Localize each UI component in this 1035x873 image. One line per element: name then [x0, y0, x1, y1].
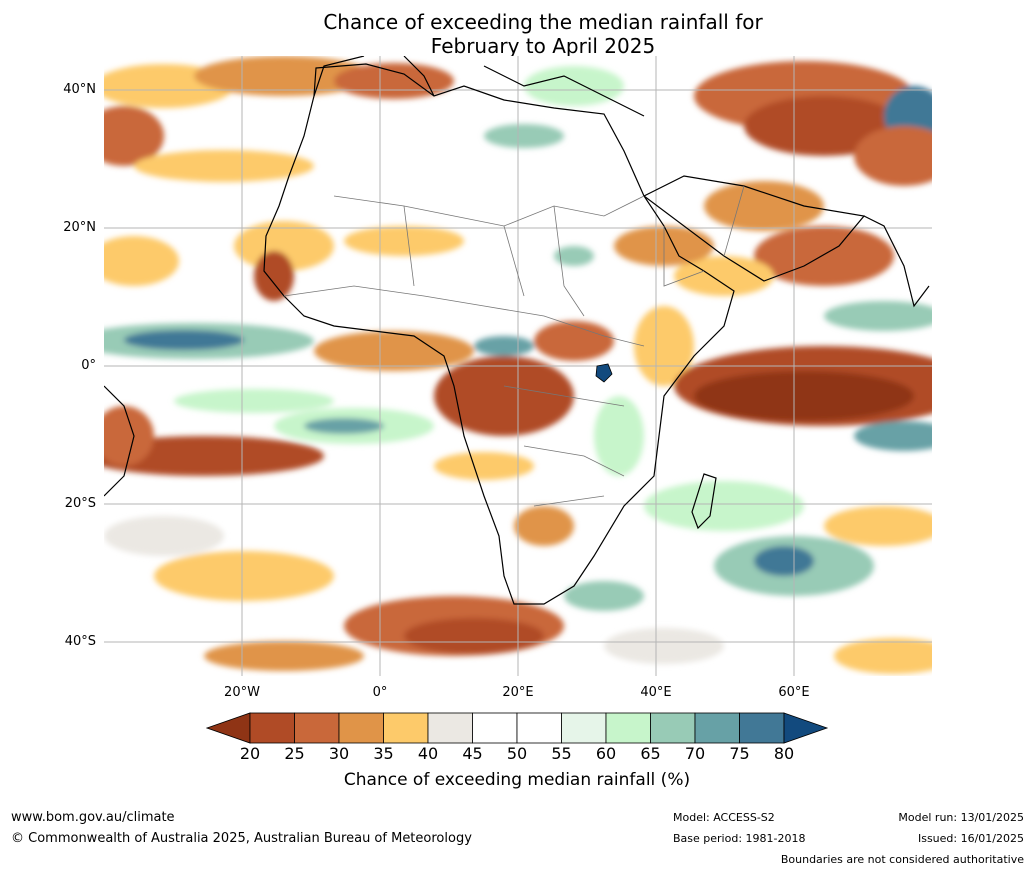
colorbar-cell: [427, 712, 473, 744]
colorbar-cell: [694, 712, 740, 744]
footer-model-run: Model run: 13/01/2025: [898, 811, 1024, 824]
colorbar-cell: [472, 712, 518, 744]
rainfall-map: [104, 56, 932, 676]
colorbar-tick-label: 25: [284, 744, 305, 763]
lon-label-40e: 40°E: [640, 685, 672, 700]
map-canvas: [104, 56, 932, 676]
lat-label-40n: 40°N: [63, 82, 96, 97]
colorbar-tick-label: 45: [462, 744, 483, 763]
colorbar-tick-label: 60: [595, 744, 617, 763]
footer-copyright: © Commonwealth of Australia 2025, Austra…: [11, 831, 472, 846]
lat-label-40s: 40°S: [64, 634, 96, 649]
footer-base-period: Base period: 1981-2018: [673, 832, 806, 845]
colorbar-cell: [383, 712, 429, 744]
lat-label-0: 0°: [81, 358, 96, 373]
title-line-2: February to April 2025: [430, 34, 656, 58]
colorbar-cell: [338, 712, 384, 744]
colorbar-tick-label: 35: [373, 744, 394, 763]
footer-issued: Issued: 16/01/2025: [917, 832, 1024, 845]
colorbar-tick-label: 65: [640, 744, 661, 763]
colorbar-tick-label: 75: [729, 744, 750, 763]
lat-label-20n: 20°N: [63, 220, 96, 235]
colorbar-tick-label: 20: [239, 744, 261, 763]
lon-label-60e: 60°E: [778, 685, 810, 700]
lat-label-20s: 20°S: [64, 496, 96, 511]
colorbar-tick-label: 55: [551, 744, 572, 763]
graticule: [104, 56, 932, 676]
coastlines: [104, 56, 930, 605]
lake-victoria: [595, 363, 613, 383]
lon-label-0: 0°: [372, 685, 388, 700]
colorbar-cell: [516, 712, 562, 744]
colorbar-tick-label: 40: [417, 744, 439, 763]
colorbar-tick-label: 80: [773, 744, 795, 763]
lon-label-20w: 20°W: [224, 685, 260, 700]
footer-disclaimer: Boundaries are not considered authoritat…: [780, 853, 1024, 866]
colorbar-tick-label: 70: [684, 744, 706, 763]
colorbar-cells: [206, 712, 829, 744]
footer-model: Model: ACCESS-S2: [673, 811, 775, 824]
colorbar-cell: [739, 712, 785, 744]
colorbar-tick-label: 30: [328, 744, 350, 763]
map-title: Chance of exceeding the median rainfall …: [0, 10, 1035, 58]
colorbar-label: Chance of exceeding median rainfall (%): [343, 770, 691, 790]
colorbar-cell: [605, 712, 651, 744]
colorbar: [206, 712, 829, 744]
footer-website: www.bom.gov.au/climate: [11, 810, 175, 825]
colorbar-cell: [650, 712, 696, 744]
colorbar-cell: [561, 712, 607, 744]
colorbar-cell: [249, 712, 295, 744]
title-line-1: Chance of exceeding the median rainfall …: [323, 10, 763, 34]
country-borders: [283, 185, 745, 507]
colorbar-cell: [294, 712, 340, 744]
colorbar-extend-low: [206, 712, 251, 744]
colorbar-tick-label: 50: [506, 744, 528, 763]
colorbar-extend-high: [783, 712, 829, 744]
lon-label-20e: 20°E: [502, 685, 534, 700]
